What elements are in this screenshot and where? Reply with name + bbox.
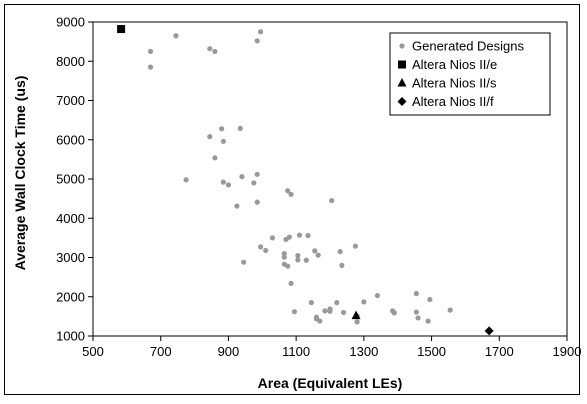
generated-design-point	[322, 308, 328, 314]
generated-design-point	[234, 203, 240, 209]
generated-design-point	[241, 259, 247, 265]
generated-design-point	[254, 199, 260, 205]
generated-design-point	[288, 191, 294, 197]
generated-design-point	[207, 134, 213, 140]
generated-design-point	[327, 308, 333, 314]
x-tick-label: 700	[150, 344, 172, 359]
generated-design-point	[312, 248, 318, 254]
x-tick-label: 500	[82, 344, 104, 359]
generated-design-point	[263, 247, 269, 254]
generated-design-point	[257, 29, 264, 35]
generated-design-point	[220, 138, 226, 144]
generated-design-point	[251, 180, 257, 186]
generated-design-point	[361, 299, 367, 305]
generated-design-point	[447, 307, 453, 313]
generated-design-point	[225, 182, 232, 188]
x-tick-label: 1500	[417, 344, 446, 359]
generated-design-point	[147, 64, 154, 70]
generated-design-point	[291, 309, 298, 315]
generated-design-point	[415, 315, 421, 321]
generated-design-point	[183, 177, 189, 183]
generated-design-point	[207, 46, 213, 52]
generated-design-point	[285, 263, 291, 269]
generated-design-point	[296, 232, 303, 238]
y-tick-label: 3000	[56, 250, 85, 265]
generated-design-point	[317, 318, 323, 324]
legend-nios-e-label: Altera Nios II/e	[412, 57, 497, 72]
generated-design-point	[337, 249, 343, 255]
x-tick-label: 1300	[349, 344, 378, 359]
x-tick-label: 1900	[553, 344, 582, 359]
generated-design-point	[212, 48, 218, 55]
generated-design-point	[295, 257, 301, 263]
generated-design-point	[308, 300, 314, 306]
y-tick-label: 4000	[56, 211, 85, 226]
generated-design-point	[334, 300, 340, 306]
x-axis-title: Area (Equivalent LEs)	[258, 375, 403, 391]
generated-design-point	[352, 243, 358, 249]
generated-design-point	[257, 244, 264, 250]
y-tick-label: 7000	[56, 93, 85, 108]
generated-design-point	[254, 171, 260, 177]
nios-e-point	[117, 25, 126, 34]
generated-design-point	[173, 33, 179, 39]
generated-design-point	[413, 291, 419, 297]
generated-design-point	[340, 309, 347, 316]
generated-design-point	[315, 252, 321, 258]
legend-nios-f-label: Altera Nios II/f	[412, 94, 494, 109]
generated-design-point	[147, 48, 154, 55]
legend-generated-designs-marker	[399, 43, 405, 49]
x-tick-label: 1700	[485, 344, 514, 359]
generated-design-point	[288, 280, 294, 287]
generated-design-point	[219, 126, 225, 132]
y-tick-label: 9000	[56, 15, 85, 30]
generated-design-point	[354, 319, 360, 325]
generated-design-point	[281, 254, 287, 260]
y-tick-label: 2000	[56, 289, 85, 304]
generated-design-point	[303, 257, 309, 263]
generated-design-point	[220, 179, 226, 185]
generated-design-point	[329, 197, 335, 204]
generated-design-point	[295, 252, 301, 259]
x-tick-label: 900	[218, 344, 240, 359]
nios-f-point	[484, 326, 494, 336]
y-tick-label: 6000	[56, 132, 85, 147]
generated-design-point	[305, 232, 311, 239]
legend-box	[389, 32, 551, 116]
legend-nios-s-label: Altera Nios II/s	[412, 76, 497, 91]
generated-design-point	[339, 262, 345, 268]
generated-design-point	[237, 125, 243, 131]
legend-nios-e-marker	[398, 60, 406, 69]
generated-design-point	[427, 296, 433, 303]
generated-design-point	[239, 174, 245, 180]
generated-design-point	[391, 310, 397, 316]
generated-design-point	[374, 292, 380, 299]
generated-design-point	[212, 155, 218, 161]
y-axis-title: Average Wall Clock Time (us)	[12, 76, 28, 271]
generated-design-point	[425, 318, 431, 324]
generated-design-point	[413, 309, 419, 315]
legend-nios-s-marker	[397, 78, 407, 87]
x-tick-label: 1100	[282, 344, 310, 359]
y-tick-label: 8000	[56, 54, 85, 69]
y-tick-label: 1000	[56, 329, 85, 344]
nios-s-point	[351, 310, 361, 320]
legend-nios-f-marker	[397, 97, 407, 106]
generated-design-point	[254, 38, 260, 44]
legend-generated-designs-label: Generated Designs	[412, 39, 525, 54]
generated-design-point	[285, 188, 291, 194]
y-tick-label: 5000	[56, 172, 85, 187]
generated-design-point	[286, 234, 292, 240]
generated-design-point	[269, 235, 276, 241]
